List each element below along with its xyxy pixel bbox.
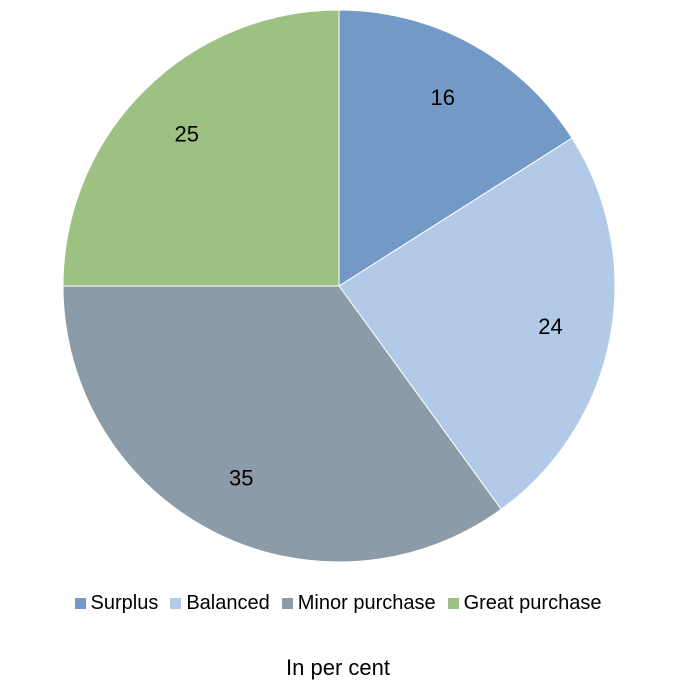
unit-note: In per cent [286,655,390,680]
legend-swatch-surplus [74,598,86,609]
pie-data-labels: 16 24 35 25 [175,85,563,490]
legend-item-minor-purchase: Minor purchase [281,592,436,615]
data-label-balanced: 24 [538,314,562,339]
data-label-surplus: 16 [430,85,454,110]
legend: Surplus Balanced Minor purchase Great pu… [0,592,676,615]
legend-label-minor-purchase: Minor purchase [297,592,436,614]
legend-item-great-purchase: Great purchase [447,592,602,615]
legend-label-surplus: Surplus [90,592,159,614]
legend-swatch-minor-purchase [281,598,293,609]
legend-swatch-great-purchase [447,598,459,609]
data-label-great-purchase: 25 [175,121,199,146]
pie-slice-minor-purchase [62,285,502,563]
pie-slices [62,9,616,563]
legend-swatch-balanced [170,598,182,609]
legend-item-balanced: Balanced [170,592,270,615]
legend-label-balanced: Balanced [186,592,270,614]
pie-slice-surplus [338,9,573,287]
legend-label-great-purchase: Great purchase [463,592,602,614]
data-label-minor-purchase: 35 [229,465,253,490]
pie-slice-great-purchase [62,9,340,287]
legend-item-surplus: Surplus [74,592,159,615]
pie-slice-balanced [338,137,616,510]
